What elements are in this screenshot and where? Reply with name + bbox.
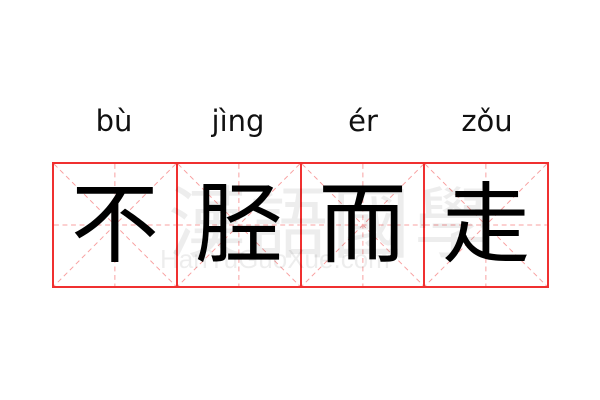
character-4: 走	[442, 173, 531, 276]
grid-cell-3: 而	[301, 164, 426, 286]
grid-cell-2: 胫	[177, 164, 302, 286]
grid-guides	[301, 164, 424, 286]
character-2: 胫	[194, 173, 283, 276]
grid-guides	[425, 164, 547, 286]
grid-guides	[54, 164, 176, 286]
character-1: 不	[70, 173, 159, 276]
pinyin-4: zǒu	[461, 104, 513, 138]
grid-cell-4: 走	[425, 164, 547, 286]
grid-guides	[177, 164, 300, 286]
pinyin-3: ér	[348, 104, 378, 138]
grid-cell-1: 不	[54, 164, 178, 286]
character-grid: 不 胫 而 走	[52, 162, 549, 288]
pinyin-1: bù	[95, 104, 133, 138]
character-3: 而	[318, 173, 407, 276]
pinyin-2: jìng	[211, 104, 265, 138]
